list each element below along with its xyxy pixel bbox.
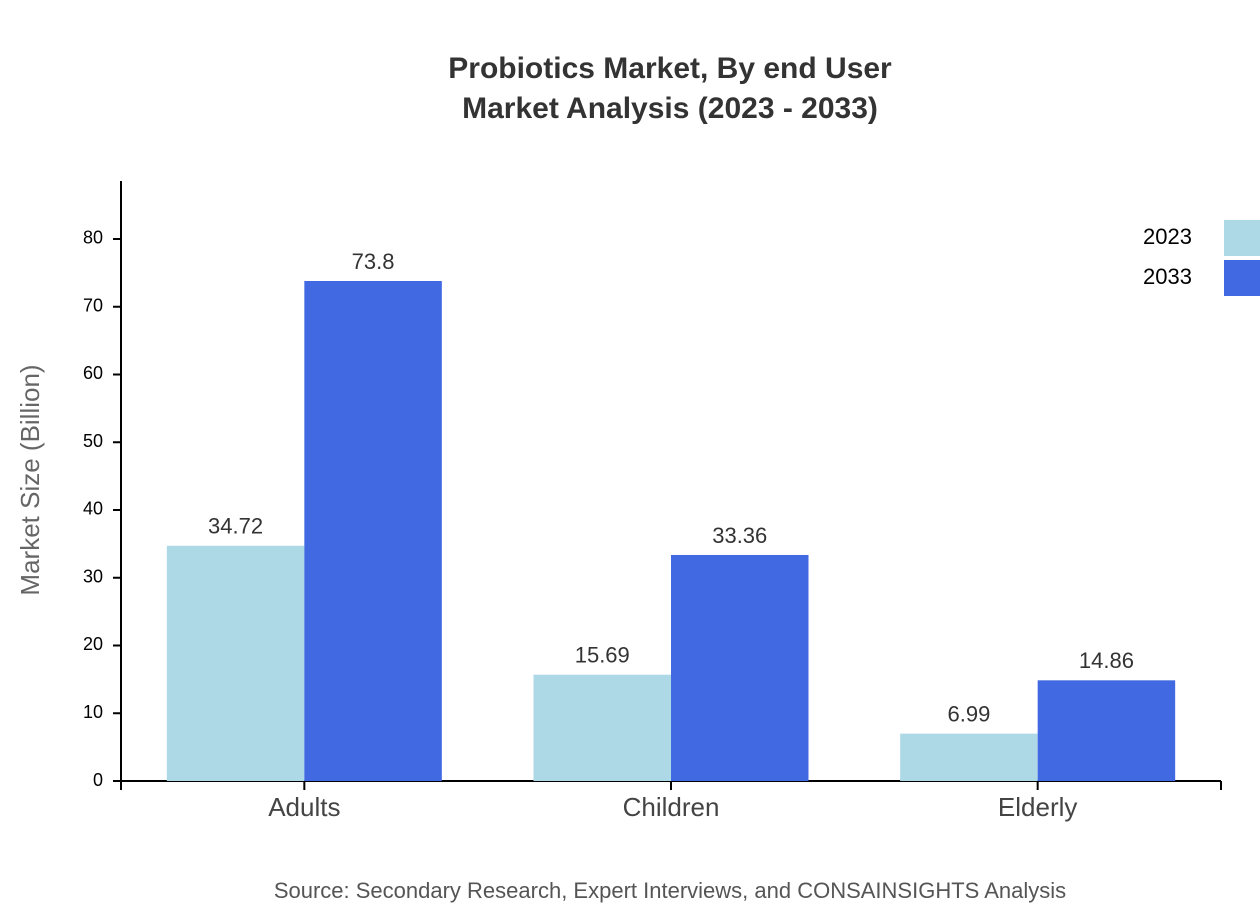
y-tick-label: 10 xyxy=(83,702,103,722)
value-label: 6.99 xyxy=(948,701,991,726)
source-note: Source: Secondary Research, Expert Inter… xyxy=(274,878,1066,903)
legend-swatch xyxy=(1224,220,1260,256)
value-label: 34.72 xyxy=(208,514,263,539)
bar xyxy=(1037,680,1176,781)
y-tick-label: 80 xyxy=(83,228,103,248)
y-tick-label: 70 xyxy=(83,295,103,315)
x-tick-label: Adults xyxy=(268,792,340,822)
x-tick-label: Children xyxy=(623,792,720,822)
y-tick-label: 30 xyxy=(83,566,103,586)
bar xyxy=(900,733,1038,781)
y-tick-label: 20 xyxy=(83,634,103,654)
x-tick-label: Elderly xyxy=(998,792,1077,822)
y-axis-label: Market Size (Billion) xyxy=(15,364,45,595)
y-tick-label: 60 xyxy=(83,363,103,383)
bar xyxy=(671,554,809,781)
legend-label: 2023 xyxy=(1143,224,1192,249)
value-label: 14.86 xyxy=(1079,648,1134,673)
bar xyxy=(304,281,442,781)
chart-title: Probiotics Market, By end User xyxy=(448,52,892,85)
bar xyxy=(533,674,671,781)
value-label: 15.69 xyxy=(575,643,630,668)
y-tick-label: 40 xyxy=(83,499,103,519)
bar xyxy=(166,545,305,781)
chart-subtitle: Market Analysis (2023 - 2033) xyxy=(462,92,878,125)
legend-swatch xyxy=(1224,260,1260,296)
y-tick-label: 50 xyxy=(83,431,103,451)
y-tick-label: 0 xyxy=(93,770,103,790)
value-label: 73.8 xyxy=(352,249,395,274)
legend-label: 2033 xyxy=(1143,264,1192,289)
value-label: 33.36 xyxy=(712,523,767,548)
